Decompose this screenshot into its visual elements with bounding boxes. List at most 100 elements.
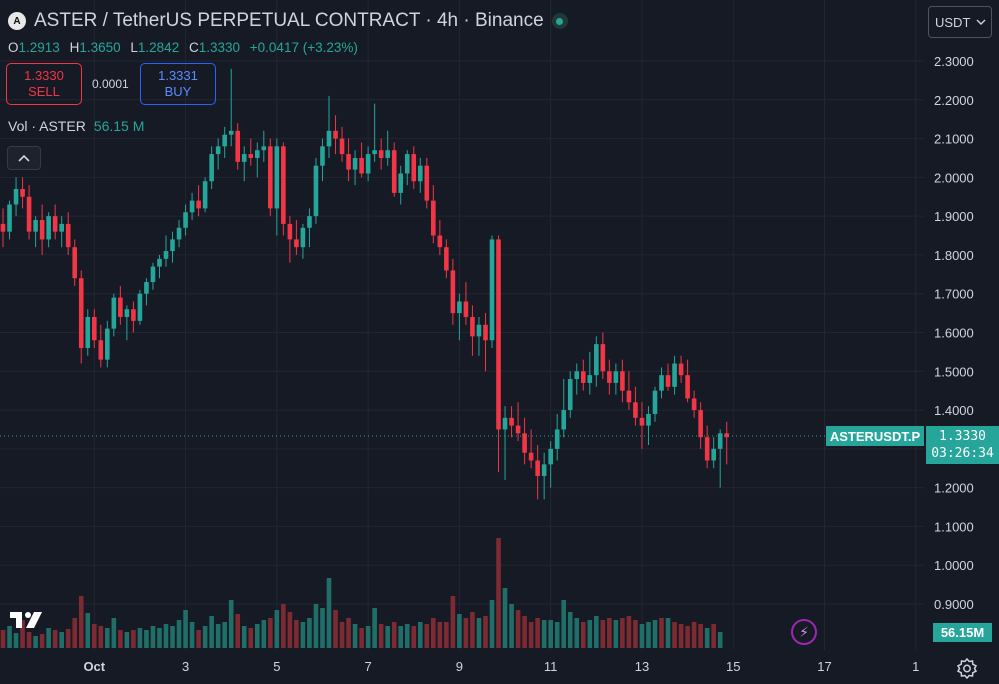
candle-body <box>33 220 38 232</box>
candle-body <box>607 371 612 383</box>
volume-bar <box>554 622 560 648</box>
price-axis-tick-label: 2.2000 <box>934 93 974 108</box>
currency-selector[interactable]: USDT <box>928 6 992 38</box>
volume-bar <box>254 624 260 648</box>
time-axis-tick-label: 7 <box>365 659 372 674</box>
candle-body <box>554 429 560 449</box>
volume-bar <box>241 626 247 648</box>
sell-price: 1.3330 <box>24 68 64 83</box>
candle-body <box>417 165 423 182</box>
volume-bar <box>274 610 280 648</box>
symbol-title[interactable]: ASTER / TetherUS PERPETUAL CONTRACT · 4h… <box>34 10 544 31</box>
candle-body <box>7 204 12 232</box>
candle-body <box>111 297 117 329</box>
tradingview-logo-icon[interactable] <box>8 608 48 632</box>
volume-bar <box>307 618 312 648</box>
volume-bar <box>587 620 593 648</box>
market-open-status-icon[interactable] <box>551 13 568 29</box>
candle-body <box>118 297 123 317</box>
candle-body <box>307 216 312 228</box>
volume-bar <box>476 618 482 648</box>
candle-body <box>385 150 390 158</box>
volume-legend[interactable]: Vol · ASTER 56.15 M <box>8 118 144 134</box>
volume-bar <box>78 596 84 648</box>
candle-body <box>281 146 286 224</box>
candle-body <box>287 223 293 240</box>
settings-gear-icon[interactable] <box>955 656 979 680</box>
candle-body <box>254 150 260 158</box>
volume-bar <box>65 629 71 648</box>
candle-body <box>470 316 475 337</box>
candle-body <box>72 247 78 279</box>
volume-bar <box>411 626 417 648</box>
price-axis-tick-label: 1.2000 <box>934 481 974 496</box>
price-axis-background[interactable] <box>924 0 999 684</box>
volume-bar <box>483 616 488 648</box>
price-axis-tick-label: 1.6000 <box>934 326 974 341</box>
candle-body <box>365 154 371 174</box>
candle-body <box>313 165 319 217</box>
volume-bar <box>378 624 384 648</box>
volume-bar <box>183 610 188 648</box>
volume-bar <box>105 628 110 648</box>
volume-bar <box>450 596 456 648</box>
time-axis-tick-label: 13 <box>635 659 649 674</box>
price-axis-tick-label: 1.4000 <box>934 403 974 418</box>
volume-bar <box>404 624 410 648</box>
sell-button[interactable]: 1.3330 SELL <box>6 63 82 105</box>
ohlc-legend: O1.2913 H1.3650 L1.2842 C1.3330 +0.0417 … <box>8 40 364 55</box>
candle-body <box>209 154 214 182</box>
volume-bar <box>489 600 495 648</box>
candle-body <box>294 239 299 248</box>
buy-button[interactable]: 1.3331 BUY <box>140 63 216 105</box>
candle-body <box>222 134 227 147</box>
volume-bar <box>620 618 625 648</box>
time-axis: Oct 3 5 7 9 11 13 15 17 1 <box>83 659 919 674</box>
candle-body <box>431 200 436 236</box>
candle-body <box>437 235 443 248</box>
candle-body <box>137 293 143 321</box>
candle-body <box>620 371 625 391</box>
volume-bars <box>0 538 723 648</box>
candle-body <box>522 433 527 453</box>
candle-body <box>444 247 449 271</box>
volume-bar <box>287 612 293 648</box>
candle-body <box>124 309 130 317</box>
volume-bar <box>444 622 449 648</box>
candle-body <box>300 227 306 248</box>
volume-bar <box>717 632 723 648</box>
candle-body <box>457 301 462 314</box>
candle-body <box>717 433 723 449</box>
volume-bar <box>704 628 710 648</box>
candle-body <box>587 375 593 383</box>
symbol-logo-icon[interactable]: A <box>8 12 26 30</box>
volume-bar <box>228 600 234 648</box>
candle-body <box>359 157 364 174</box>
volume-bar <box>26 632 32 648</box>
volume-bar <box>209 616 214 648</box>
candle-body <box>659 375 664 391</box>
candle-body <box>346 154 351 170</box>
candle-body <box>26 196 32 232</box>
volume-bar <box>372 608 377 648</box>
volume-bar <box>248 628 254 648</box>
volume-bar <box>346 618 351 648</box>
candle-body <box>404 154 410 174</box>
volume-bar <box>157 628 162 648</box>
candle-body <box>183 212 188 228</box>
candle-body <box>105 328 110 360</box>
grid-lines <box>0 0 924 650</box>
candle-body <box>633 402 638 418</box>
volume-bar <box>59 632 64 648</box>
volume-bar <box>91 624 97 648</box>
candle-body <box>528 452 534 461</box>
low-value: 1.2842 <box>137 40 180 55</box>
lightning-icon[interactable]: ⚡ <box>791 619 817 645</box>
candle-body <box>326 130 332 147</box>
volume-bar <box>144 630 149 648</box>
candle-body <box>626 390 632 403</box>
collapse-legend-button[interactable] <box>7 146 41 170</box>
volume-bar <box>496 538 501 648</box>
price-axis-tick-label: 1.1000 <box>934 519 974 534</box>
